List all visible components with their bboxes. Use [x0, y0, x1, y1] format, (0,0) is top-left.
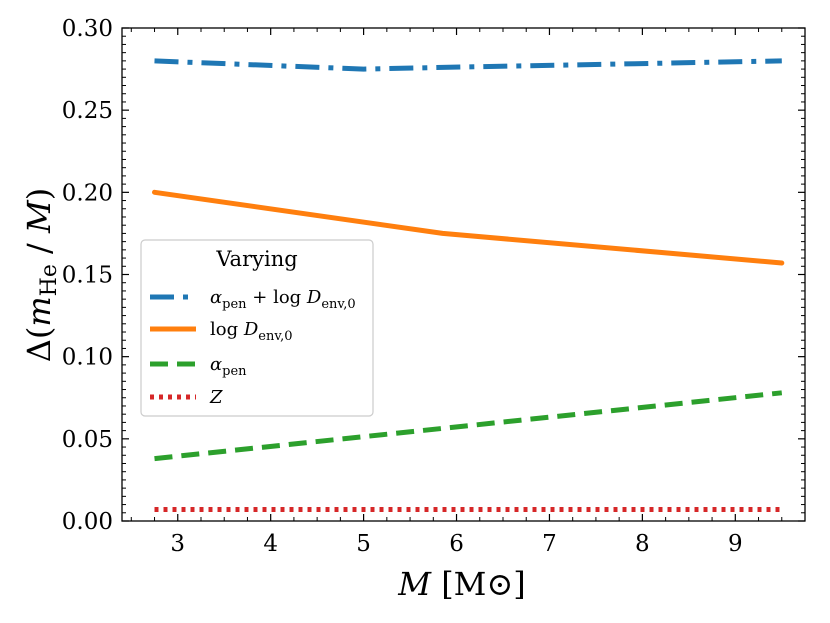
- legend-box: [140, 239, 374, 417]
- legend-label-0: αpen + log Denv,0: [210, 287, 356, 312]
- series-line-2: [154, 390, 783, 462]
- plot-frame: [121, 27, 806, 522]
- series-line-0: [154, 58, 782, 72]
- y-tick-label: 0.05: [62, 427, 113, 453]
- legend-entries: αpen + log Denv,0 log Denv,0 αpen Z: [150, 287, 356, 408]
- y-axis-label: Δ(mHe / M): [20, 188, 62, 363]
- legend-label-2: αpen: [210, 354, 247, 379]
- y-tick-label: 0.20: [62, 180, 113, 206]
- series-layer: [152, 58, 785, 512]
- x-tick-label: 7: [542, 531, 557, 557]
- legend: Varying αpen + log Denv,0 log Denv,0 αpen Z: [140, 239, 374, 417]
- series-line-1: [152, 189, 785, 266]
- y-tick-label: 0.15: [62, 263, 113, 289]
- x-axis-label: M [M⊙]: [397, 565, 525, 603]
- x-tick-label: 6: [449, 531, 464, 557]
- x-tick-label: 9: [728, 531, 743, 557]
- axis-ticks: [122, 27, 806, 522]
- y-tick-label: 0.00: [62, 509, 113, 535]
- y-tick-label: 0.10: [62, 345, 113, 371]
- x-tick-label: 3: [170, 531, 185, 557]
- y-tick-label: 0.30: [62, 16, 113, 42]
- x-tick-label: 8: [635, 531, 650, 557]
- legend-title: Varying: [215, 247, 297, 271]
- tick-labels: 3 4 5 6 7 8 9 0.00 0.05 0.10 0.15 0.20 0.25 0.30: [62, 16, 743, 557]
- x-tick-label: 5: [356, 531, 371, 557]
- x-tick-label: 4: [263, 531, 278, 557]
- legend-label-3: Z: [209, 387, 223, 408]
- legend-label-1: log Denv,0: [210, 319, 293, 344]
- y-tick-label: 0.25: [62, 98, 113, 124]
